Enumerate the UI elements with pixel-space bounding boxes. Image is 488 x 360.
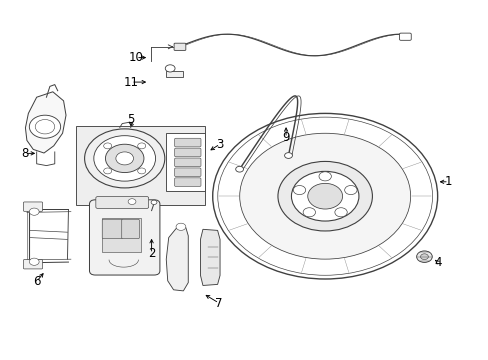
Text: 9: 9 [282,131,289,144]
Circle shape [29,115,61,138]
FancyBboxPatch shape [399,33,410,40]
FancyBboxPatch shape [102,219,122,239]
Circle shape [176,223,185,230]
Circle shape [420,254,427,260]
FancyBboxPatch shape [174,168,201,177]
Polygon shape [166,228,188,291]
Text: 5: 5 [127,113,135,126]
Text: 1: 1 [444,175,452,188]
Polygon shape [166,71,183,77]
Circle shape [138,168,145,174]
Circle shape [291,171,358,221]
FancyBboxPatch shape [174,43,185,50]
Text: 2: 2 [147,247,155,260]
Bar [166,133,205,191]
Circle shape [235,166,243,172]
Text: 6: 6 [33,275,41,288]
Polygon shape [200,229,220,285]
Text: 10: 10 [128,51,143,64]
FancyBboxPatch shape [89,200,160,275]
Circle shape [103,168,111,174]
Circle shape [293,185,305,195]
FancyBboxPatch shape [174,158,201,167]
Circle shape [284,153,292,158]
Circle shape [128,199,136,204]
Circle shape [334,208,346,217]
Circle shape [29,208,39,215]
Text: 3: 3 [216,138,224,150]
Circle shape [116,152,133,165]
FancyBboxPatch shape [122,219,139,239]
Text: 11: 11 [123,76,138,89]
Circle shape [303,208,315,217]
FancyBboxPatch shape [96,197,148,208]
Circle shape [239,133,410,259]
Text: 7: 7 [215,297,223,310]
FancyBboxPatch shape [174,138,201,147]
Circle shape [29,258,39,265]
Circle shape [318,172,331,181]
Circle shape [84,129,164,188]
FancyBboxPatch shape [174,178,201,186]
FancyBboxPatch shape [23,202,42,211]
Text: 8: 8 [20,147,28,160]
Circle shape [165,65,175,72]
FancyBboxPatch shape [23,260,42,269]
Circle shape [307,183,342,209]
Circle shape [138,143,145,149]
Circle shape [151,200,157,204]
Bar [102,218,141,252]
Polygon shape [25,92,66,153]
Circle shape [416,251,431,262]
Text: 4: 4 [433,256,441,269]
Circle shape [94,136,155,181]
Circle shape [105,144,143,172]
Bar [76,126,205,205]
Circle shape [103,143,111,149]
Circle shape [344,185,356,195]
FancyBboxPatch shape [174,148,201,157]
Circle shape [277,161,372,231]
